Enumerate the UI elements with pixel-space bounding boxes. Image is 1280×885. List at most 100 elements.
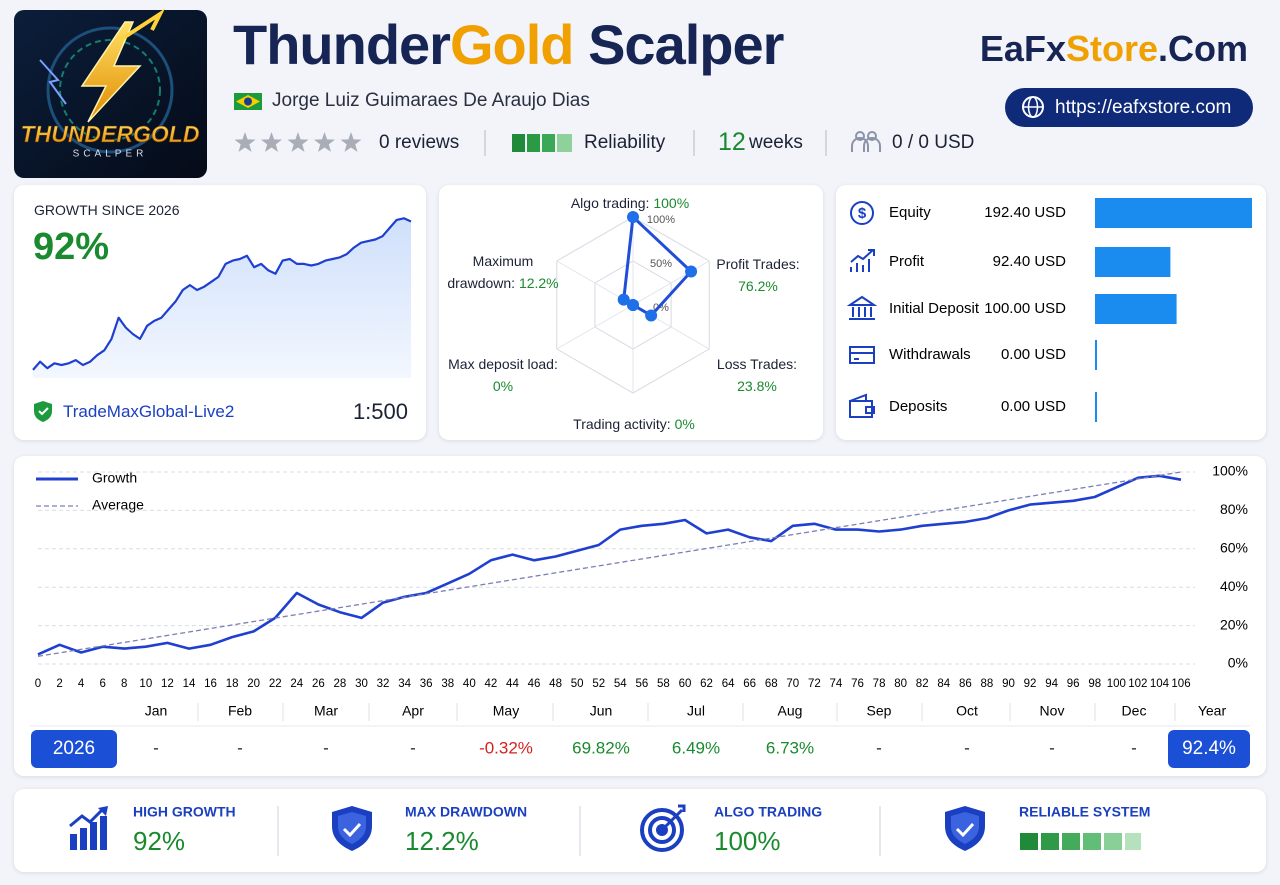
x-tick-label: 0 (35, 678, 41, 690)
growth-value: 92% (33, 226, 110, 268)
month-value: - (1131, 738, 1137, 757)
y-tick-label: 60% (1220, 540, 1248, 556)
balance-value: 100.00 USD (984, 300, 1066, 317)
x-tick-label: 64 (722, 678, 735, 690)
month-label: May (493, 703, 519, 719)
balance-bar (1095, 294, 1177, 324)
radar-label: Max deposit load: 0% (433, 353, 573, 397)
radar-category: Trading activity: (573, 416, 671, 432)
target-icon (660, 808, 684, 832)
growth-icon (70, 834, 77, 850)
x-tick-label: 38 (441, 678, 454, 690)
month-label: Nov (1040, 703, 1065, 719)
reliability-bars (1020, 833, 1141, 850)
radar-point (685, 265, 698, 278)
shield-icon (332, 806, 372, 851)
logo-subtext: SCALPER (73, 149, 148, 160)
divider (277, 806, 881, 856)
radar-value: 76.2% (738, 278, 778, 294)
investors-icon (855, 131, 865, 141)
x-tick-label: 76 (851, 678, 864, 690)
mini-area (33, 218, 411, 378)
growth-icon (69, 806, 108, 850)
radar-shape (622, 213, 694, 318)
highlight-label: MAX DRAWDOWN (405, 804, 527, 820)
logo (59, 39, 161, 141)
x-tick-label: 26 (312, 678, 325, 690)
balance-value: 92.40 USD (993, 253, 1067, 270)
x-tick-label: 84 (937, 678, 950, 690)
logo (39, 59, 67, 105)
radar-axis (632, 260, 710, 306)
x-tick-label: 44 (506, 678, 519, 690)
reliability-bars (1041, 833, 1059, 850)
radar-label: Algo trading: 100% (480, 192, 780, 214)
balance-value: 0.00 USD (1001, 398, 1066, 415)
star (261, 132, 282, 152)
x-tick-label: 8 (121, 678, 127, 690)
growth-icon (100, 816, 107, 850)
radar-category: Max deposit load: (448, 356, 558, 372)
deposit-icon (849, 393, 875, 418)
shield-icon (38, 407, 49, 416)
url-button[interactable] (1005, 88, 1253, 127)
brand-part: Store (1065, 28, 1158, 69)
radar-axis (556, 304, 634, 350)
url-text[interactable]: https://eafxstore.com (1055, 97, 1231, 118)
x-tick-label: 104 (1150, 678, 1170, 690)
x-tick-label: 66 (743, 678, 756, 690)
reliability-bars (527, 134, 540, 152)
monthly-table: Jan Feb Mar Apr May Jun Jul Aug Sep Oct Nov Dec Year… (30, 703, 1250, 768)
x-tick-label: 40 (463, 678, 476, 690)
x-tick-label: 34 (398, 678, 411, 690)
shield-icon (34, 401, 52, 422)
x-tick-label: 68 (765, 678, 778, 690)
highlights: HIGH GROWTH 92% MAX DRAWDOWN 12.2% ALGO TRAD… (69, 804, 1150, 856)
url-button[interactable] (1005, 88, 1253, 127)
mini-line (32, 217, 412, 371)
balance-bar (1095, 247, 1171, 277)
target-icon (640, 804, 686, 852)
reliability-bars (1125, 833, 1141, 850)
x-tick-label: 100 (1107, 678, 1126, 690)
y-tick-label: 100% (1212, 463, 1248, 479)
total-pill (1168, 730, 1250, 768)
highlights-card (14, 789, 1266, 872)
y-tick-label: 80% (1220, 501, 1248, 517)
x-tick-label: 50 (571, 678, 584, 690)
reliability-bars (512, 134, 572, 152)
x-tick-label: 16 (204, 678, 217, 690)
shield-icon (338, 812, 366, 844)
x-tick-label: 18 (226, 678, 239, 690)
radar-tick-label: 100% (647, 214, 675, 226)
x-tick-label: 98 (1088, 678, 1101, 690)
x-tick-label: 62 (700, 678, 713, 690)
reliability-bars (1104, 833, 1122, 850)
radar-value: 0% (492, 378, 514, 394)
series-line (37, 471, 1182, 657)
highlight-label: RELIABLE SYSTEM (1019, 804, 1150, 820)
radar-point (627, 211, 639, 223)
reliability-bars (1062, 833, 1080, 850)
month-label: Jul (687, 703, 705, 719)
brand: EaFxStore.Com (980, 28, 1248, 70)
balance-value: 0.00 USD (1001, 346, 1066, 363)
month-label: Jun (590, 703, 613, 719)
x-tick-label: 56 (635, 678, 648, 690)
x-tick-label: 46 (528, 678, 541, 690)
month-label: Sep (867, 703, 892, 719)
month-value: - (1049, 738, 1055, 757)
shield-icon (945, 806, 985, 851)
growth-icon (69, 806, 106, 828)
growth-icon (98, 806, 108, 816)
month-value: - (237, 738, 243, 757)
shield-icon (34, 401, 52, 422)
x-tick-label: 92 (1024, 678, 1037, 690)
title: ThunderGold Scalper (233, 12, 784, 77)
radar-point (627, 299, 639, 311)
title-part: Thunder (233, 13, 451, 76)
x-tick-label: 12 (161, 678, 174, 690)
balance-bar (1095, 198, 1252, 228)
